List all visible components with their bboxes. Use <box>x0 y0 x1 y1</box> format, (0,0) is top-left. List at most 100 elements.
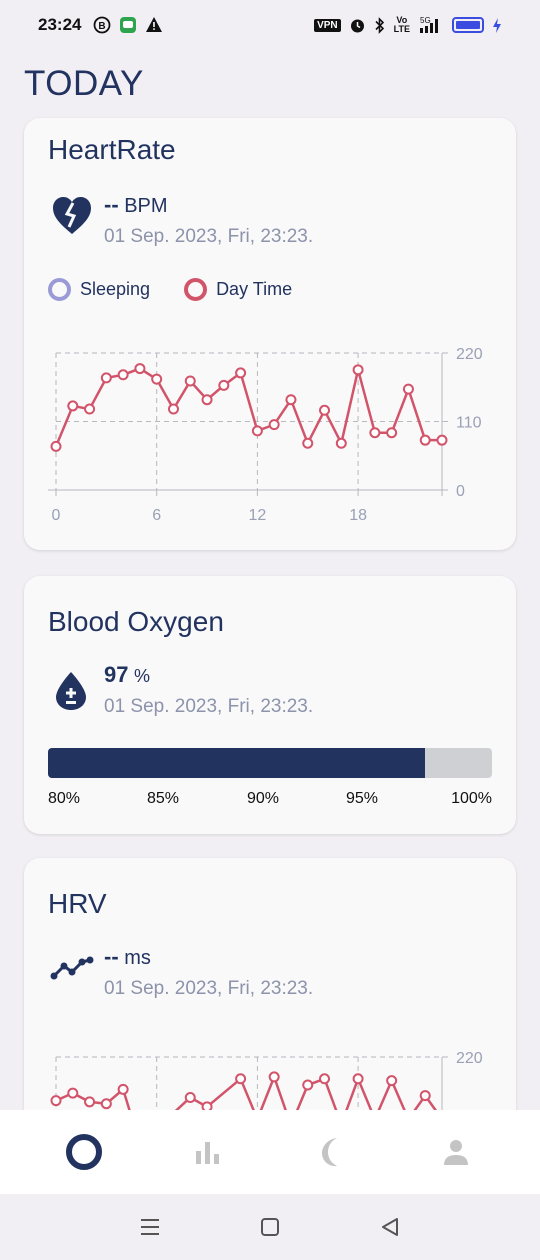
data-point <box>268 1071 280 1083</box>
data-point <box>369 427 381 439</box>
data-point <box>386 1075 398 1087</box>
blood-oxygen-title: Blood Oxygen <box>48 606 224 637</box>
blood-oxygen-timestamp: 01 Sep. 2023, Fri, 23:23. <box>104 696 314 717</box>
recent-apps-icon[interactable] <box>138 1215 162 1239</box>
daytime-ring-icon <box>184 278 208 301</box>
home-icon[interactable] <box>258 1215 282 1239</box>
x-tick-label: 6 <box>152 507 161 524</box>
status-bar: 23:24 B VPN Vo LTE 5G <box>0 0 540 50</box>
legend-daytime[interactable]: Day Time <box>184 278 292 301</box>
status-right: VPN Vo LTE 5G <box>314 16 502 34</box>
nav-today[interactable] <box>54 1122 114 1182</box>
data-point <box>302 1079 314 1091</box>
system-nav-bar <box>0 1194 540 1260</box>
data-point <box>67 1087 79 1099</box>
heart-rate-number: -- <box>104 192 119 217</box>
scale-label-85: 85% <box>147 790 180 807</box>
hrv-timestamp: 01 Sep. 2023, Fri, 23:23. <box>104 978 314 999</box>
nav-profile[interactable] <box>426 1122 486 1182</box>
heart-rate-legend: Sleeping Day Time <box>48 278 326 301</box>
data-point <box>50 1095 62 1107</box>
bluetooth-icon <box>374 16 386 34</box>
y-tick-label: 0 <box>456 483 465 500</box>
charging-icon <box>492 17 502 34</box>
data-point <box>117 1083 129 1095</box>
x-tick-label: 0 <box>52 507 61 524</box>
data-point <box>218 379 230 391</box>
trend-line-icon <box>50 952 94 991</box>
warning-icon <box>145 16 163 34</box>
data-point <box>50 440 62 452</box>
vpn-badge: VPN <box>314 18 341 32</box>
data-point <box>386 427 398 439</box>
legend-daytime-label: Day Time <box>216 279 293 299</box>
person-icon <box>444 1140 468 1165</box>
data-point <box>167 403 179 415</box>
data-point <box>151 373 163 385</box>
data-point <box>117 369 129 381</box>
data-point <box>419 1090 431 1102</box>
bar-chart-icon <box>196 1142 219 1164</box>
data-point <box>67 400 79 412</box>
data-point <box>235 1073 247 1085</box>
data-point <box>84 403 96 415</box>
blood-oxygen-number: 97 <box>104 662 129 687</box>
data-point <box>319 404 331 416</box>
data-point <box>184 375 196 387</box>
data-point <box>402 383 414 395</box>
nav-sleep[interactable] <box>302 1122 362 1182</box>
moon-icon <box>322 1138 337 1167</box>
blood-drop-icon <box>50 670 92 717</box>
status-time: 23:24 <box>38 15 82 34</box>
heart-rate-timestamp: 01 Sep. 2023, Fri, 23:23. <box>104 226 314 247</box>
svg-text:B: B <box>99 21 106 32</box>
data-point <box>100 1098 112 1110</box>
blood-oxygen-scale: 80% 85% 90% 95% 100% <box>48 790 492 810</box>
y-tick-label: 220 <box>456 1050 483 1067</box>
data-point <box>134 363 146 375</box>
heart-rate-unit: BPM <box>124 195 168 217</box>
blood-oxygen-value: 97 % <box>104 662 150 688</box>
page-title: TODAY <box>24 64 144 103</box>
legend-sleeping[interactable]: Sleeping <box>48 278 150 301</box>
heart-rate-title: HeartRate <box>48 134 176 165</box>
data-point <box>100 372 112 384</box>
broken-heart-icon <box>50 194 94 243</box>
data-point <box>251 425 263 437</box>
x-tick-label: 18 <box>349 507 367 524</box>
series-line <box>54 367 442 447</box>
y-tick-label: 220 <box>456 346 483 363</box>
svg-text:5G: 5G <box>420 16 431 25</box>
heart-rate-value: -- BPM <box>104 192 168 218</box>
heart-rate-card[interactable]: HeartRate -- BPM 01 Sep. 2023, Fri, 23:2… <box>24 118 516 550</box>
heart-rate-chart[interactable]: 220 110 0 0 6 12 18 <box>24 338 516 528</box>
data-point <box>285 394 297 406</box>
data-point <box>319 1073 331 1085</box>
blood-oxygen-progress-fill <box>48 748 426 778</box>
hrv-title: HRV <box>48 888 107 919</box>
data-point <box>352 1073 364 1085</box>
data-point <box>352 364 364 376</box>
data-point <box>235 367 247 379</box>
back-icon[interactable] <box>378 1215 402 1239</box>
messages-icon <box>119 16 137 34</box>
blood-oxygen-card[interactable]: Blood Oxygen 97 % 01 Sep. 2023, Fri, 23:… <box>24 576 516 834</box>
scale-label-95: 95% <box>346 790 379 807</box>
notification-icons: B <box>93 16 163 34</box>
data-point <box>335 437 347 449</box>
scale-label-80: 80% <box>48 790 81 807</box>
x-tick-label: 12 <box>248 507 266 524</box>
blood-oxygen-progress-bar <box>48 748 492 778</box>
legend-sleeping-label: Sleeping <box>80 279 151 299</box>
battery-icon <box>452 17 484 33</box>
alarm-icon <box>349 17 366 34</box>
signal-5g-icon: 5G <box>418 16 444 34</box>
hrv-value: -- ms <box>104 944 151 970</box>
ring-icon <box>66 1134 102 1170</box>
nav-stats[interactable] <box>178 1122 238 1182</box>
hrv-number: -- <box>104 944 119 969</box>
blood-oxygen-unit: % <box>134 666 151 686</box>
scale-label-100: 100% <box>451 790 492 807</box>
scale-label-90: 90% <box>247 790 280 807</box>
